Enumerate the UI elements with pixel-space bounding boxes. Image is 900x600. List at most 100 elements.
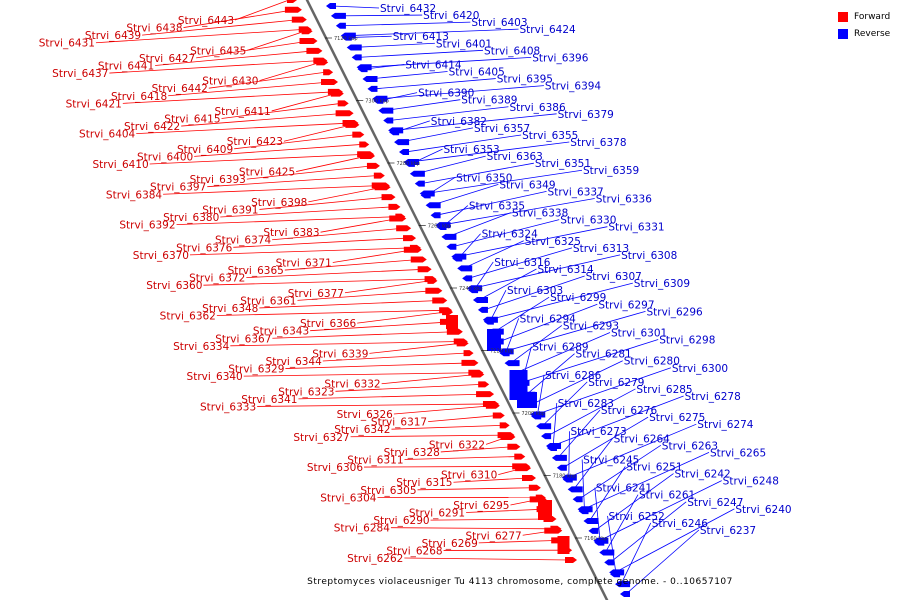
forward-gene-label[interactable]: Strvi_6360 bbox=[146, 280, 202, 292]
forward-gene-label[interactable]: Strvi_6409 bbox=[177, 144, 233, 156]
reverse-gene-label[interactable]: Strvi_6281 bbox=[576, 349, 632, 361]
reverse-gene-label[interactable]: Strvi_6408 bbox=[484, 45, 540, 57]
forward-gene-label[interactable]: Strvi_6427 bbox=[139, 53, 195, 65]
forward-gene-label[interactable]: Strvi_6332 bbox=[324, 379, 380, 391]
forward-gene-label[interactable]: Strvi_6374 bbox=[215, 235, 272, 247]
forward-gene-block[interactable] bbox=[557, 536, 570, 554]
forward-gene-label[interactable]: Strvi_6437 bbox=[52, 68, 108, 80]
reverse-gene-label[interactable]: Strvi_6242 bbox=[675, 469, 731, 481]
reverse-gene-label[interactable]: Strvi_6300 bbox=[672, 363, 728, 375]
reverse-gene-arrow[interactable] bbox=[341, 34, 352, 41]
reverse-gene-label[interactable]: Strvi_6336 bbox=[596, 193, 653, 205]
reverse-gene-label[interactable]: Strvi_6394 bbox=[545, 81, 602, 93]
forward-gene-block[interactable] bbox=[538, 500, 552, 520]
reverse-gene-label[interactable]: Strvi_6247 bbox=[687, 497, 743, 509]
forward-gene-arrow[interactable] bbox=[323, 69, 334, 76]
forward-gene-arrow[interactable] bbox=[396, 225, 412, 232]
reverse-gene-label[interactable]: Strvi_6314 bbox=[537, 264, 594, 276]
forward-gene-arrow[interactable] bbox=[461, 359, 479, 366]
forward-gene-arrow[interactable] bbox=[427, 277, 438, 284]
forward-gene-arrow[interactable] bbox=[345, 121, 360, 128]
forward-gene-arrow[interactable] bbox=[299, 38, 318, 45]
reverse-gene-arrow[interactable] bbox=[383, 117, 394, 124]
reverse-gene-arrow[interactable] bbox=[441, 233, 457, 240]
reverse-gene-label[interactable]: Strvi_6286 bbox=[545, 370, 602, 382]
forward-gene-label[interactable]: Strvi_6367 bbox=[215, 333, 271, 345]
forward-gene-label[interactable]: Strvi_6277 bbox=[465, 530, 521, 542]
reverse-gene-label[interactable]: Strvi_6355 bbox=[522, 130, 578, 142]
reverse-gene-label[interactable]: Strvi_6357 bbox=[474, 123, 530, 135]
forward-gene-label[interactable]: Strvi_6334 bbox=[173, 341, 230, 353]
reverse-gene-arrow[interactable] bbox=[562, 476, 573, 483]
reverse-gene-label[interactable]: Strvi_6395 bbox=[497, 74, 553, 86]
forward-gene-label[interactable]: Strvi_6328 bbox=[384, 447, 440, 459]
reverse-gene-label[interactable]: Strvi_6359 bbox=[583, 165, 639, 177]
forward-gene-label[interactable]: Strvi_6442 bbox=[152, 83, 208, 95]
reverse-gene-arrow[interactable] bbox=[541, 433, 552, 440]
forward-gene-label[interactable]: Strvi_6361 bbox=[240, 295, 296, 307]
reverse-gene-arrow[interactable] bbox=[588, 527, 599, 534]
forward-gene-label[interactable]: Strvi_6410 bbox=[92, 159, 148, 171]
forward-gene-arrow[interactable] bbox=[528, 484, 541, 491]
reverse-gene-arrow[interactable] bbox=[483, 318, 494, 325]
reverse-gene-label[interactable]: Strvi_6279 bbox=[588, 377, 644, 389]
reverse-gene-label[interactable]: Strvi_6303 bbox=[507, 285, 563, 297]
forward-gene-label[interactable]: Strvi_6315 bbox=[396, 477, 452, 489]
forward-gene-label[interactable]: Strvi_6425 bbox=[239, 167, 295, 179]
forward-gene-arrow[interactable] bbox=[388, 203, 401, 210]
reverse-gene-arrow[interactable] bbox=[462, 275, 473, 282]
forward-gene-arrow[interactable] bbox=[485, 402, 500, 409]
forward-gene-label[interactable]: Strvi_6268 bbox=[386, 545, 442, 557]
forward-gene-label[interactable]: Strvi_6317 bbox=[371, 417, 427, 429]
reverse-gene-label[interactable]: Strvi_6246 bbox=[652, 518, 709, 530]
reverse-gene-arrow[interactable] bbox=[362, 76, 378, 83]
reverse-gene-block[interactable] bbox=[487, 329, 501, 351]
forward-gene-label[interactable]: Strvi_6327 bbox=[293, 432, 349, 444]
forward-gene-arrow[interactable] bbox=[335, 110, 354, 117]
reverse-gene-arrow[interactable] bbox=[504, 360, 520, 367]
forward-gene-label[interactable]: Strvi_6376 bbox=[176, 242, 233, 254]
reverse-gene-label[interactable]: Strvi_6414 bbox=[405, 59, 462, 71]
reverse-gene-arrow[interactable] bbox=[452, 255, 463, 262]
reverse-gene-label[interactable]: Strvi_6316 bbox=[494, 257, 551, 269]
forward-gene-arrow[interactable] bbox=[514, 453, 526, 460]
forward-gene-label[interactable]: Strvi_6304 bbox=[320, 492, 377, 504]
reverse-gene-label[interactable]: Strvi_6325 bbox=[525, 236, 581, 248]
reverse-gene-arrow[interactable] bbox=[468, 287, 479, 294]
reverse-gene-arrow[interactable] bbox=[499, 350, 510, 357]
reverse-gene-label[interactable]: Strvi_6390 bbox=[418, 88, 474, 100]
forward-gene-label[interactable]: Strvi_6435 bbox=[190, 45, 246, 57]
reverse-gene-arrow[interactable] bbox=[357, 66, 368, 73]
reverse-gene-label[interactable]: Strvi_6240 bbox=[735, 504, 791, 516]
reverse-gene-arrow[interactable] bbox=[604, 559, 615, 566]
forward-gene-label[interactable]: Strvi_6443 bbox=[178, 15, 234, 27]
forward-gene-arrow[interactable] bbox=[432, 297, 448, 304]
reverse-gene-label[interactable]: Strvi_6289 bbox=[532, 342, 588, 354]
reverse-gene-label[interactable]: Strvi_6308 bbox=[621, 250, 677, 262]
reverse-gene-arrow[interactable] bbox=[335, 22, 346, 29]
reverse-gene-arrow[interactable] bbox=[404, 160, 415, 167]
reverse-gene-label[interactable]: Strvi_6324 bbox=[482, 229, 539, 241]
forward-gene-label[interactable]: Strvi_6306 bbox=[307, 462, 364, 474]
reverse-gene-arrow[interactable] bbox=[394, 139, 410, 146]
reverse-gene-arrow[interactable] bbox=[615, 581, 631, 588]
forward-gene-arrow[interactable] bbox=[287, 0, 297, 3]
reverse-gene-label[interactable]: Strvi_6405 bbox=[449, 66, 505, 78]
reverse-gene-arrow[interactable] bbox=[620, 591, 630, 597]
reverse-gene-label[interactable]: Strvi_6382 bbox=[431, 116, 487, 128]
forward-gene-arrow[interactable] bbox=[476, 391, 495, 398]
forward-gene-arrow[interactable] bbox=[442, 309, 454, 316]
reverse-gene-label[interactable]: Strvi_6264 bbox=[614, 433, 671, 445]
reverse-gene-arrow[interactable] bbox=[556, 464, 567, 471]
reverse-gene-arrow[interactable] bbox=[330, 12, 346, 19]
forward-gene-label[interactable]: Strvi_6392 bbox=[119, 220, 175, 232]
forward-gene-arrow[interactable] bbox=[446, 328, 463, 335]
forward-gene-arrow[interactable] bbox=[321, 79, 339, 86]
reverse-gene-arrow[interactable] bbox=[610, 571, 621, 578]
forward-gene-arrow[interactable] bbox=[284, 6, 302, 13]
forward-gene-label[interactable]: Strvi_6311 bbox=[347, 454, 403, 466]
forward-gene-arrow[interactable] bbox=[499, 422, 510, 429]
forward-gene-label[interactable]: Strvi_6391 bbox=[202, 204, 258, 216]
forward-gene-arrow[interactable] bbox=[565, 557, 577, 563]
forward-gene-label[interactable]: Strvi_6291 bbox=[409, 508, 465, 520]
